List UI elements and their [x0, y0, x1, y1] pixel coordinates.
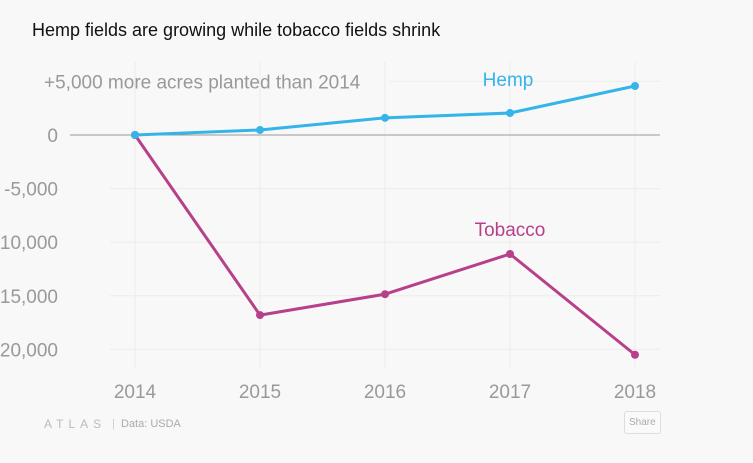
share-button[interactable]: Share — [624, 411, 661, 434]
hemp-point — [131, 131, 139, 139]
tobacco-point — [256, 311, 264, 320]
tobacco-label: Tobacco — [475, 220, 546, 241]
atlas-logo[interactable]: ATLAS — [44, 417, 107, 431]
hemp-point — [381, 113, 389, 122]
y-tick-label: +5,000 more acres planted than 2014 — [44, 72, 361, 93]
y-tick-label: -20,000 — [0, 340, 58, 361]
tobacco-point — [631, 350, 639, 359]
y-tick-label: -10,000 — [0, 233, 58, 254]
x-tick-label: 2015 — [239, 382, 281, 403]
tobacco-point — [381, 290, 389, 299]
footer: ATLAS | Data: USDA — [44, 417, 181, 431]
y-tick-label: -5,000 — [4, 180, 58, 201]
x-tick-label: 2018 — [614, 382, 656, 403]
x-tick-label: 2017 — [489, 382, 531, 403]
hemp-point — [506, 109, 514, 118]
hemp-point — [256, 125, 264, 134]
x-tick-label: 2016 — [364, 382, 406, 403]
data-source: Data: USDA — [120, 418, 181, 430]
divider: | — [112, 418, 115, 430]
x-tick-label: 2014 — [114, 382, 157, 403]
y-tick-label: -15,000 — [0, 287, 58, 308]
y-tick-label: 0 — [47, 126, 58, 147]
tobacco-point — [506, 249, 514, 258]
chart-title: Hemp fields are growing while tobacco fi… — [32, 20, 441, 40]
hemp-label: Hemp — [483, 70, 534, 91]
hemp-point — [631, 82, 639, 91]
